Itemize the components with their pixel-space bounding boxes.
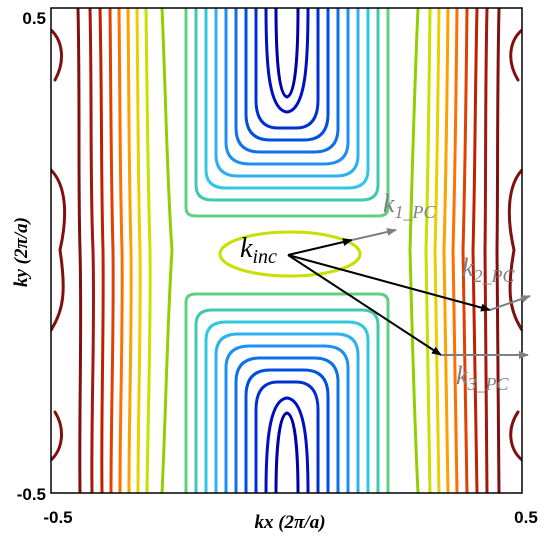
incident-vector-arrow-2: [287, 254, 491, 312]
contour-line: [264, 396, 310, 493]
contour-line: [471, 8, 479, 493]
contour-line: [108, 8, 115, 493]
contour-line: [184, 292, 390, 493]
contour-line: [144, 8, 152, 493]
contour-line: [483, 8, 489, 493]
contour-line: [509, 410, 522, 462]
contour-line: [76, 8, 83, 493]
contour-line: [184, 8, 390, 218]
contour-line: [507, 168, 522, 332]
contour-line: [433, 8, 441, 493]
contour-line: [214, 332, 360, 493]
contour-line: [98, 8, 105, 493]
contour-line: [126, 8, 133, 493]
contour-line: [224, 344, 350, 493]
wave-vectors: [287, 228, 531, 359]
y-tick-bottom: -0.5: [17, 485, 46, 504]
contour-line: [274, 411, 300, 493]
contour-line: [442, 8, 450, 493]
contour-line: [204, 8, 370, 190]
contour-plot: [51, 8, 522, 493]
contour-line: [264, 8, 310, 114]
contour-vertical-lines: [76, 8, 501, 493]
contour-line: [194, 308, 380, 493]
incident-vector-arrow: [287, 238, 353, 256]
incident-vector-arrow-3: [287, 254, 442, 356]
contour-bottom-well: [184, 292, 390, 493]
contour-line: [424, 8, 432, 493]
contour-line: [254, 8, 320, 130]
x-axis-label: kx (2π/a): [254, 512, 325, 533]
contour-top-well: [184, 8, 390, 218]
contour-line: [204, 320, 370, 493]
contour-line: [408, 8, 420, 493]
k1-pc-label: k1_PC: [383, 189, 437, 222]
contour-line: [160, 8, 174, 493]
k1-pc-vector-arrow: [351, 228, 397, 241]
x-tick-right: 0.5: [514, 508, 538, 527]
contour-line: [461, 8, 469, 493]
contour-line: [451, 8, 459, 493]
contour-line: [495, 8, 501, 493]
incident-contour-ellipse: [218, 230, 362, 278]
contour-line: [51, 168, 67, 332]
y-axis-label: ky (2π/a): [11, 217, 32, 287]
k-inc-label: kinc: [240, 233, 277, 268]
contour-line: [51, 28, 63, 82]
contour-line: [254, 380, 320, 493]
y-tick-top: 0.5: [22, 9, 46, 28]
contour-line: [234, 356, 340, 493]
contour-line: [214, 8, 360, 178]
k2-pc-vector-arrow: [489, 295, 531, 311]
plot-frame: [50, 7, 523, 494]
contour-line: [234, 8, 340, 154]
contour-line: [224, 8, 350, 166]
contour-line: [194, 8, 380, 202]
contour-line: [88, 8, 96, 493]
contour-line: [51, 410, 63, 462]
contour-line: [135, 8, 142, 493]
contour-line: [509, 28, 522, 82]
contour-corner-lines: [51, 28, 522, 462]
x-tick-left: -0.5: [43, 508, 72, 527]
contour-line: [244, 368, 330, 493]
contour-line: [274, 8, 300, 99]
k2-pc-label: k2_PC: [462, 253, 516, 286]
contour-line: [244, 8, 330, 142]
k3-pc-label: k3_PC: [456, 361, 510, 394]
contour-line: [117, 8, 124, 493]
